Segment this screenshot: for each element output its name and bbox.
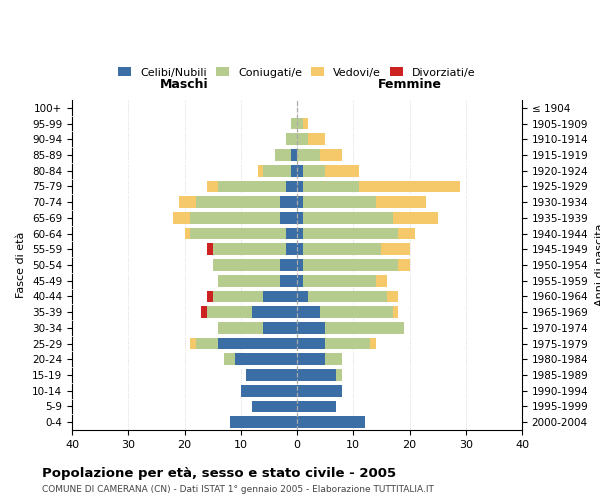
Bar [286,180,297,192]
Bar [392,306,398,318]
Bar [320,306,392,318]
Bar [275,149,292,161]
Bar [297,416,365,428]
Bar [218,275,280,286]
Bar [263,165,292,176]
Bar [302,275,376,286]
Bar [185,228,190,239]
Bar [376,275,387,286]
Bar [212,290,263,302]
Bar [297,354,325,365]
Bar [280,275,297,286]
Bar [302,228,398,239]
Bar [337,369,342,381]
Bar [196,338,218,349]
Bar [229,416,297,428]
Bar [320,149,342,161]
Bar [218,338,297,349]
Legend: Celibi/Nubili, Coniugati/e, Vedovi/e, Divorziati/e: Celibi/Nubili, Coniugati/e, Vedovi/e, Di… [114,62,480,82]
Bar [263,290,297,302]
Bar [376,196,427,208]
Bar [292,165,297,176]
Bar [302,259,398,271]
Bar [280,259,297,271]
Bar [207,306,252,318]
Bar [308,290,387,302]
Bar [292,149,297,161]
Bar [297,134,308,145]
Bar [297,306,320,318]
Bar [297,259,302,271]
Bar [207,180,218,192]
Bar [297,275,302,286]
Bar [297,290,308,302]
Bar [387,290,398,302]
Bar [212,244,286,255]
Bar [302,118,308,130]
Bar [257,165,263,176]
Bar [308,134,325,145]
Bar [297,228,302,239]
Bar [173,212,190,224]
Bar [297,244,302,255]
Text: COMUNE DI CAMERANA (CN) - Dati ISTAT 1° gennaio 2005 - Elaborazione TUTTITALIA.I: COMUNE DI CAMERANA (CN) - Dati ISTAT 1° … [42,485,434,494]
Bar [297,118,302,130]
Bar [224,354,235,365]
Bar [280,212,297,224]
Bar [235,354,297,365]
Bar [247,369,297,381]
Bar [297,369,337,381]
Bar [325,165,359,176]
Bar [359,180,460,192]
Text: Popolazione per età, sesso e stato civile - 2005: Popolazione per età, sesso e stato civil… [42,468,396,480]
Bar [325,354,342,365]
Bar [190,228,286,239]
Bar [297,400,337,412]
Bar [207,290,212,302]
Bar [202,306,207,318]
Bar [218,322,263,334]
Bar [392,212,437,224]
Bar [286,134,297,145]
Bar [190,338,196,349]
Bar [241,385,297,396]
Bar [252,400,297,412]
Bar [370,338,376,349]
Bar [263,322,297,334]
Bar [325,338,370,349]
Bar [286,244,297,255]
Bar [302,244,382,255]
Bar [382,244,409,255]
Bar [302,196,376,208]
Bar [297,338,325,349]
Bar [179,196,196,208]
Bar [398,228,415,239]
Text: Femmine: Femmine [377,78,442,90]
Bar [297,212,302,224]
Bar [196,196,280,208]
Bar [302,212,392,224]
Bar [302,180,359,192]
Bar [297,149,320,161]
Text: Maschi: Maschi [160,78,209,90]
Bar [297,322,325,334]
Bar [190,212,280,224]
Bar [286,228,297,239]
Bar [297,165,302,176]
Bar [212,259,280,271]
Bar [398,259,409,271]
Bar [207,244,212,255]
Y-axis label: Fasce di età: Fasce di età [16,232,26,298]
Bar [297,196,302,208]
Bar [297,385,342,396]
Bar [325,322,404,334]
Bar [297,180,302,192]
Bar [252,306,297,318]
Bar [280,196,297,208]
Y-axis label: Anni di nascita: Anni di nascita [595,224,600,306]
Bar [218,180,286,192]
Bar [302,165,325,176]
Bar [292,118,297,130]
